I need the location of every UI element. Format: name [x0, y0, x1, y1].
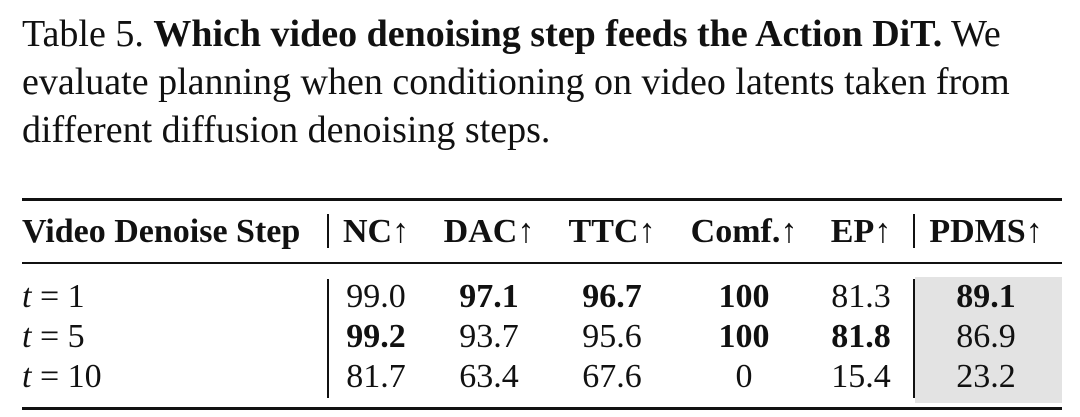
- header-nc: NC↑: [342, 213, 410, 250]
- row-3-step: t = 10: [22, 358, 102, 395]
- row-3-ttc: 67.6: [582, 358, 642, 395]
- row-1-pdms: 89.1: [956, 278, 1016, 315]
- body-divider-left: [327, 279, 329, 398]
- row-2-pdms: 86.9: [956, 318, 1016, 355]
- caption-title: Which video denoising step feeds the Act…: [153, 13, 943, 55]
- table-bottom-rule: [22, 407, 1062, 410]
- pdms-highlight: [915, 277, 1062, 403]
- row-2-nc: 99.2: [346, 318, 406, 355]
- row-3-dac: 63.4: [459, 358, 519, 395]
- body-divider-right: [913, 279, 915, 398]
- caption-line3: different diffusion denoising steps.: [22, 109, 551, 151]
- header-dac: DAC↑: [443, 213, 535, 250]
- row-1-nc: 99.0: [346, 278, 406, 315]
- row-2-ttc: 95.6: [582, 318, 642, 355]
- row-3-comf: 0: [735, 358, 753, 395]
- table-mid-rule: [22, 262, 1062, 264]
- header-ttc: TTC↑: [568, 213, 656, 250]
- row-1-step: t = 1: [22, 278, 85, 315]
- row-3-nc: 81.7: [346, 358, 406, 395]
- table-top-rule: [22, 198, 1062, 201]
- row-1-ep: 81.3: [831, 278, 891, 315]
- caption-line2: evaluate planning when conditioning on v…: [22, 61, 1010, 103]
- header-divider-right: [913, 214, 915, 248]
- row-2-dac: 93.7: [459, 318, 519, 355]
- header-pdms: PDMS↑: [929, 213, 1043, 250]
- header-video-denoise-step: Video Denoise Step: [22, 213, 301, 250]
- row-3-pdms: 23.2: [956, 358, 1016, 395]
- header-divider-left: [327, 214, 329, 248]
- row-1-comf: 100: [718, 278, 770, 315]
- header-ep: EP↑: [830, 213, 892, 250]
- table-caption: Table 5. Which video denoising step feed…: [22, 10, 1067, 154]
- header-comf: Comf.↑: [690, 213, 798, 250]
- caption-label: Table 5.: [22, 13, 144, 55]
- row-2-comf: 100: [718, 318, 770, 355]
- row-2-step: t = 5: [22, 318, 85, 355]
- row-3-ep: 15.4: [831, 358, 891, 395]
- row-2-ep: 81.8: [831, 318, 891, 355]
- row-1-ttc: 96.7: [582, 278, 642, 315]
- row-1-dac: 97.1: [459, 278, 519, 315]
- caption-line1-rest: We: [951, 13, 1001, 55]
